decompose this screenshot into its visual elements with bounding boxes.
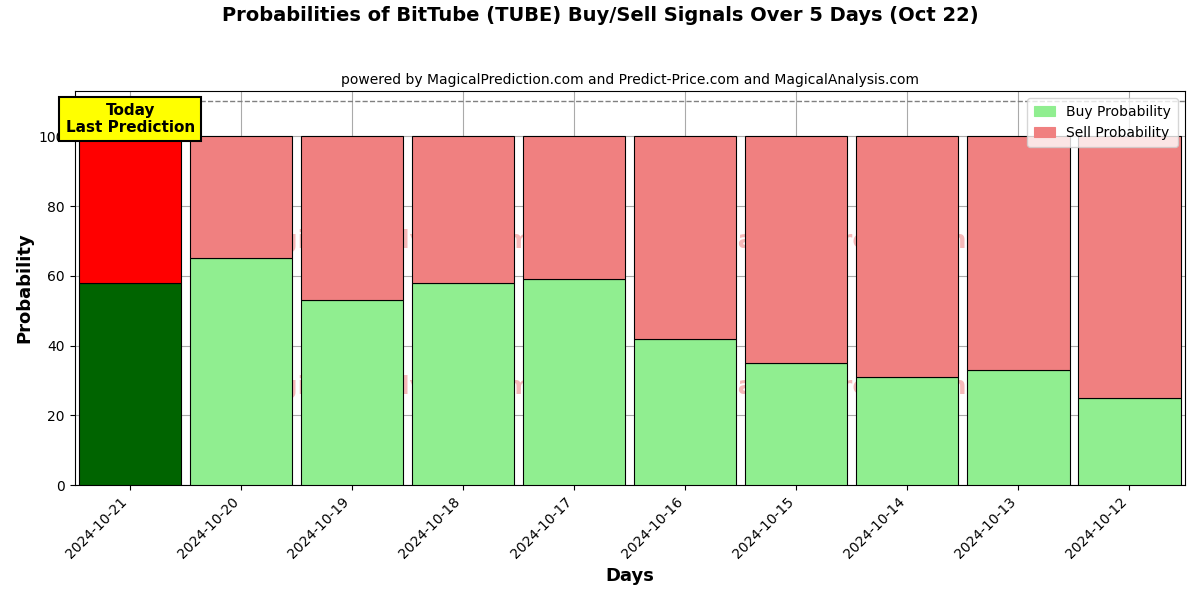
Bar [412,136,515,283]
Bar [745,136,847,363]
Bar [301,300,403,485]
Bar [635,136,737,338]
Bar [79,136,181,283]
Text: MagicalAnalysis.com: MagicalAnalysis.com [239,374,533,398]
Bar [967,370,1069,485]
Text: MagicalAnalysis.com: MagicalAnalysis.com [239,229,533,253]
Legend: Buy Probability, Sell Probability: Buy Probability, Sell Probability [1027,98,1178,147]
Bar [190,259,293,485]
Text: MagicalPrediction.com: MagicalPrediction.com [714,374,1034,398]
Bar [967,136,1069,370]
Bar [1079,398,1181,485]
Text: Today
Last Prediction: Today Last Prediction [66,103,194,135]
Bar [79,283,181,485]
Bar [523,280,625,485]
Bar [301,136,403,300]
Bar [745,363,847,485]
X-axis label: Days: Days [605,567,654,585]
Bar [523,136,625,280]
Text: Probabilities of BitTube (TUBE) Buy/Sell Signals Over 5 Days (Oct 22): Probabilities of BitTube (TUBE) Buy/Sell… [222,6,978,25]
Bar [857,377,959,485]
Bar [635,338,737,485]
Bar [1079,136,1181,398]
Text: MagicalPrediction.com: MagicalPrediction.com [714,229,1034,253]
Bar [190,136,293,259]
Title: powered by MagicalPrediction.com and Predict-Price.com and MagicalAnalysis.com: powered by MagicalPrediction.com and Pre… [341,73,919,87]
Y-axis label: Probability: Probability [16,233,34,343]
Bar [412,283,515,485]
Bar [857,136,959,377]
